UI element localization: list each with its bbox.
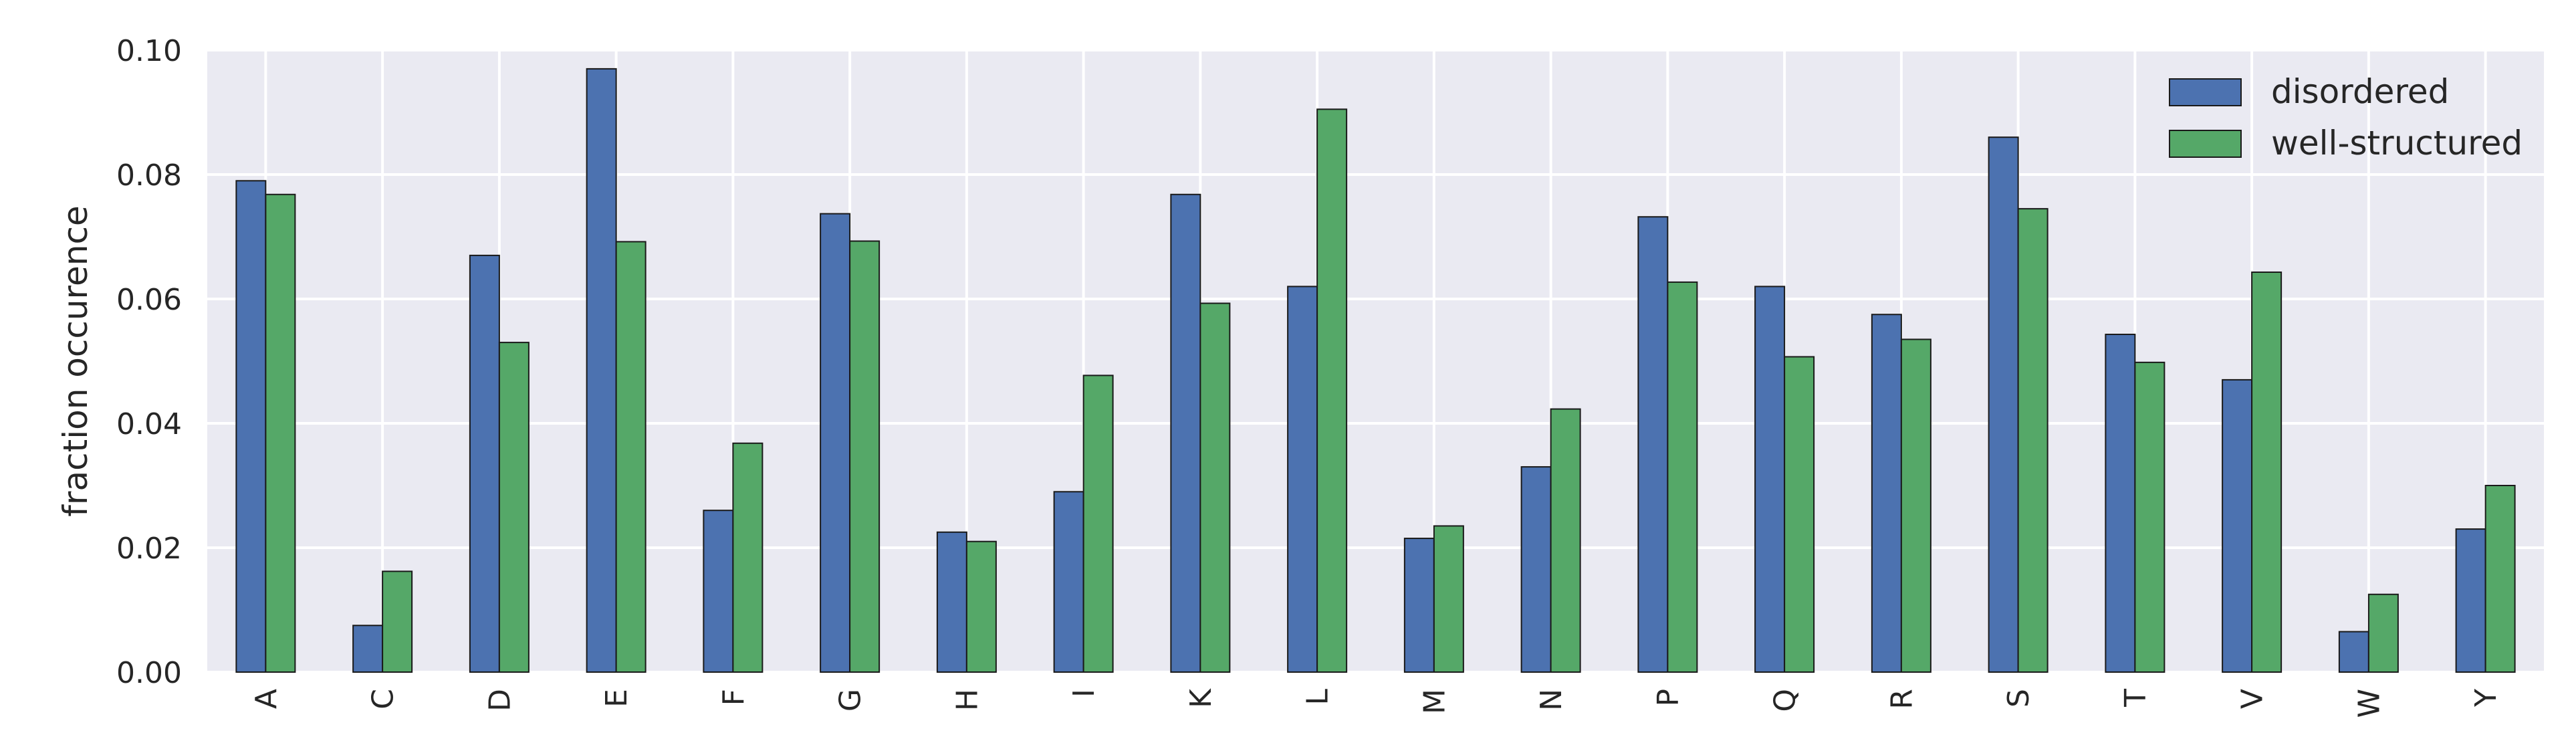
x-tick-label: N <box>1534 689 1568 711</box>
bar-disordered-F <box>703 510 734 673</box>
x-tick-label: Q <box>1768 689 1802 712</box>
y-tick-label: 0.06 <box>116 283 182 317</box>
bar-well-structured-D <box>498 342 530 673</box>
x-tick-label: S <box>2002 689 2036 708</box>
y-tick-label: 0.00 <box>116 656 182 690</box>
bar-disordered-I <box>1053 491 1084 673</box>
y-axis-ticks: 0.00 0.02 0.04 0.06 0.08 0.10 <box>116 34 182 690</box>
y-axis-label: fraction occurence <box>56 205 95 516</box>
bar-well-structured-T <box>2134 361 2165 673</box>
bar-well-structured-W <box>2367 593 2399 673</box>
bar-disordered-Y <box>2455 528 2486 673</box>
bar-well-structured-S <box>2017 208 2048 673</box>
bar-disordered-N <box>1520 466 1552 673</box>
bar-disordered-Q <box>1754 286 1786 673</box>
x-tick-label: T <box>2119 689 2153 708</box>
x-tick-label: D <box>483 689 517 712</box>
x-tick-label: L <box>1301 689 1335 706</box>
bar-disordered-T <box>2105 334 2136 673</box>
bar-well-structured-C <box>382 570 413 673</box>
bar-disordered-L <box>1287 286 1318 673</box>
x-tick-label: A <box>249 689 283 709</box>
legend-swatch-well-structured <box>2169 130 2242 158</box>
bar-well-structured-P <box>1667 281 1698 673</box>
bar-well-structured-E <box>615 241 647 673</box>
bar-well-structured-K <box>1199 302 1231 673</box>
bar-well-structured-V <box>2251 272 2282 673</box>
bar-disordered-C <box>352 625 384 673</box>
bar-well-structured-N <box>1550 408 1581 673</box>
bar-well-structured-F <box>732 442 764 673</box>
legend-swatch-disordered <box>2169 78 2242 106</box>
legend-label-well-structured: well-structured <box>2271 124 2523 163</box>
bar-disordered-A <box>235 180 267 673</box>
x-tick-label: V <box>2236 689 2270 709</box>
bar-well-structured-Q <box>1784 356 1815 673</box>
bar-well-structured-H <box>965 540 997 673</box>
bar-well-structured-M <box>1433 525 1464 673</box>
bar-disordered-D <box>469 254 500 673</box>
x-tick-label: G <box>834 689 868 712</box>
y-tick-label: 0.08 <box>116 158 182 193</box>
bar-disordered-S <box>1988 136 2019 673</box>
bar-disordered-M <box>1403 538 1435 673</box>
bar-well-structured-I <box>1082 374 1114 673</box>
bar-disordered-V <box>2222 379 2253 673</box>
bar-well-structured-R <box>1900 338 1931 673</box>
y-tick-label: 0.04 <box>116 407 182 441</box>
bar-disordered-P <box>1637 216 1669 673</box>
y-tick-label: 0.10 <box>116 34 182 68</box>
x-tick-label: E <box>600 689 634 708</box>
bar-well-structured-Y <box>2484 485 2516 673</box>
x-tick-label: M <box>1417 689 1451 714</box>
x-tick-label: R <box>1885 689 1919 710</box>
x-tick-label: Y <box>2469 689 2503 708</box>
x-tick-label: P <box>1651 689 1685 707</box>
bar-disordered-R <box>1871 314 1902 673</box>
bar-well-structured-L <box>1316 108 1348 673</box>
x-tick-label: H <box>950 689 984 711</box>
x-tick-label: I <box>1067 689 1101 698</box>
bar-well-structured-A <box>265 193 296 673</box>
x-tick-label: C <box>366 689 400 710</box>
bars <box>235 68 2516 673</box>
bar-disordered-H <box>936 531 967 673</box>
legend: disordered well-structured <box>2169 72 2523 163</box>
legend-label-disordered: disordered <box>2271 72 2449 111</box>
x-tick-label: K <box>1184 688 1218 708</box>
x-tick-label: W <box>2352 689 2386 718</box>
x-tick-label: F <box>717 689 751 706</box>
y-tick-label: 0.02 <box>116 532 182 566</box>
bar-disordered-G <box>820 213 851 673</box>
bar-disordered-K <box>1170 193 1201 673</box>
bar-disordered-E <box>586 68 617 673</box>
bar-well-structured-G <box>849 240 881 673</box>
bar-disordered-W <box>2338 631 2369 673</box>
